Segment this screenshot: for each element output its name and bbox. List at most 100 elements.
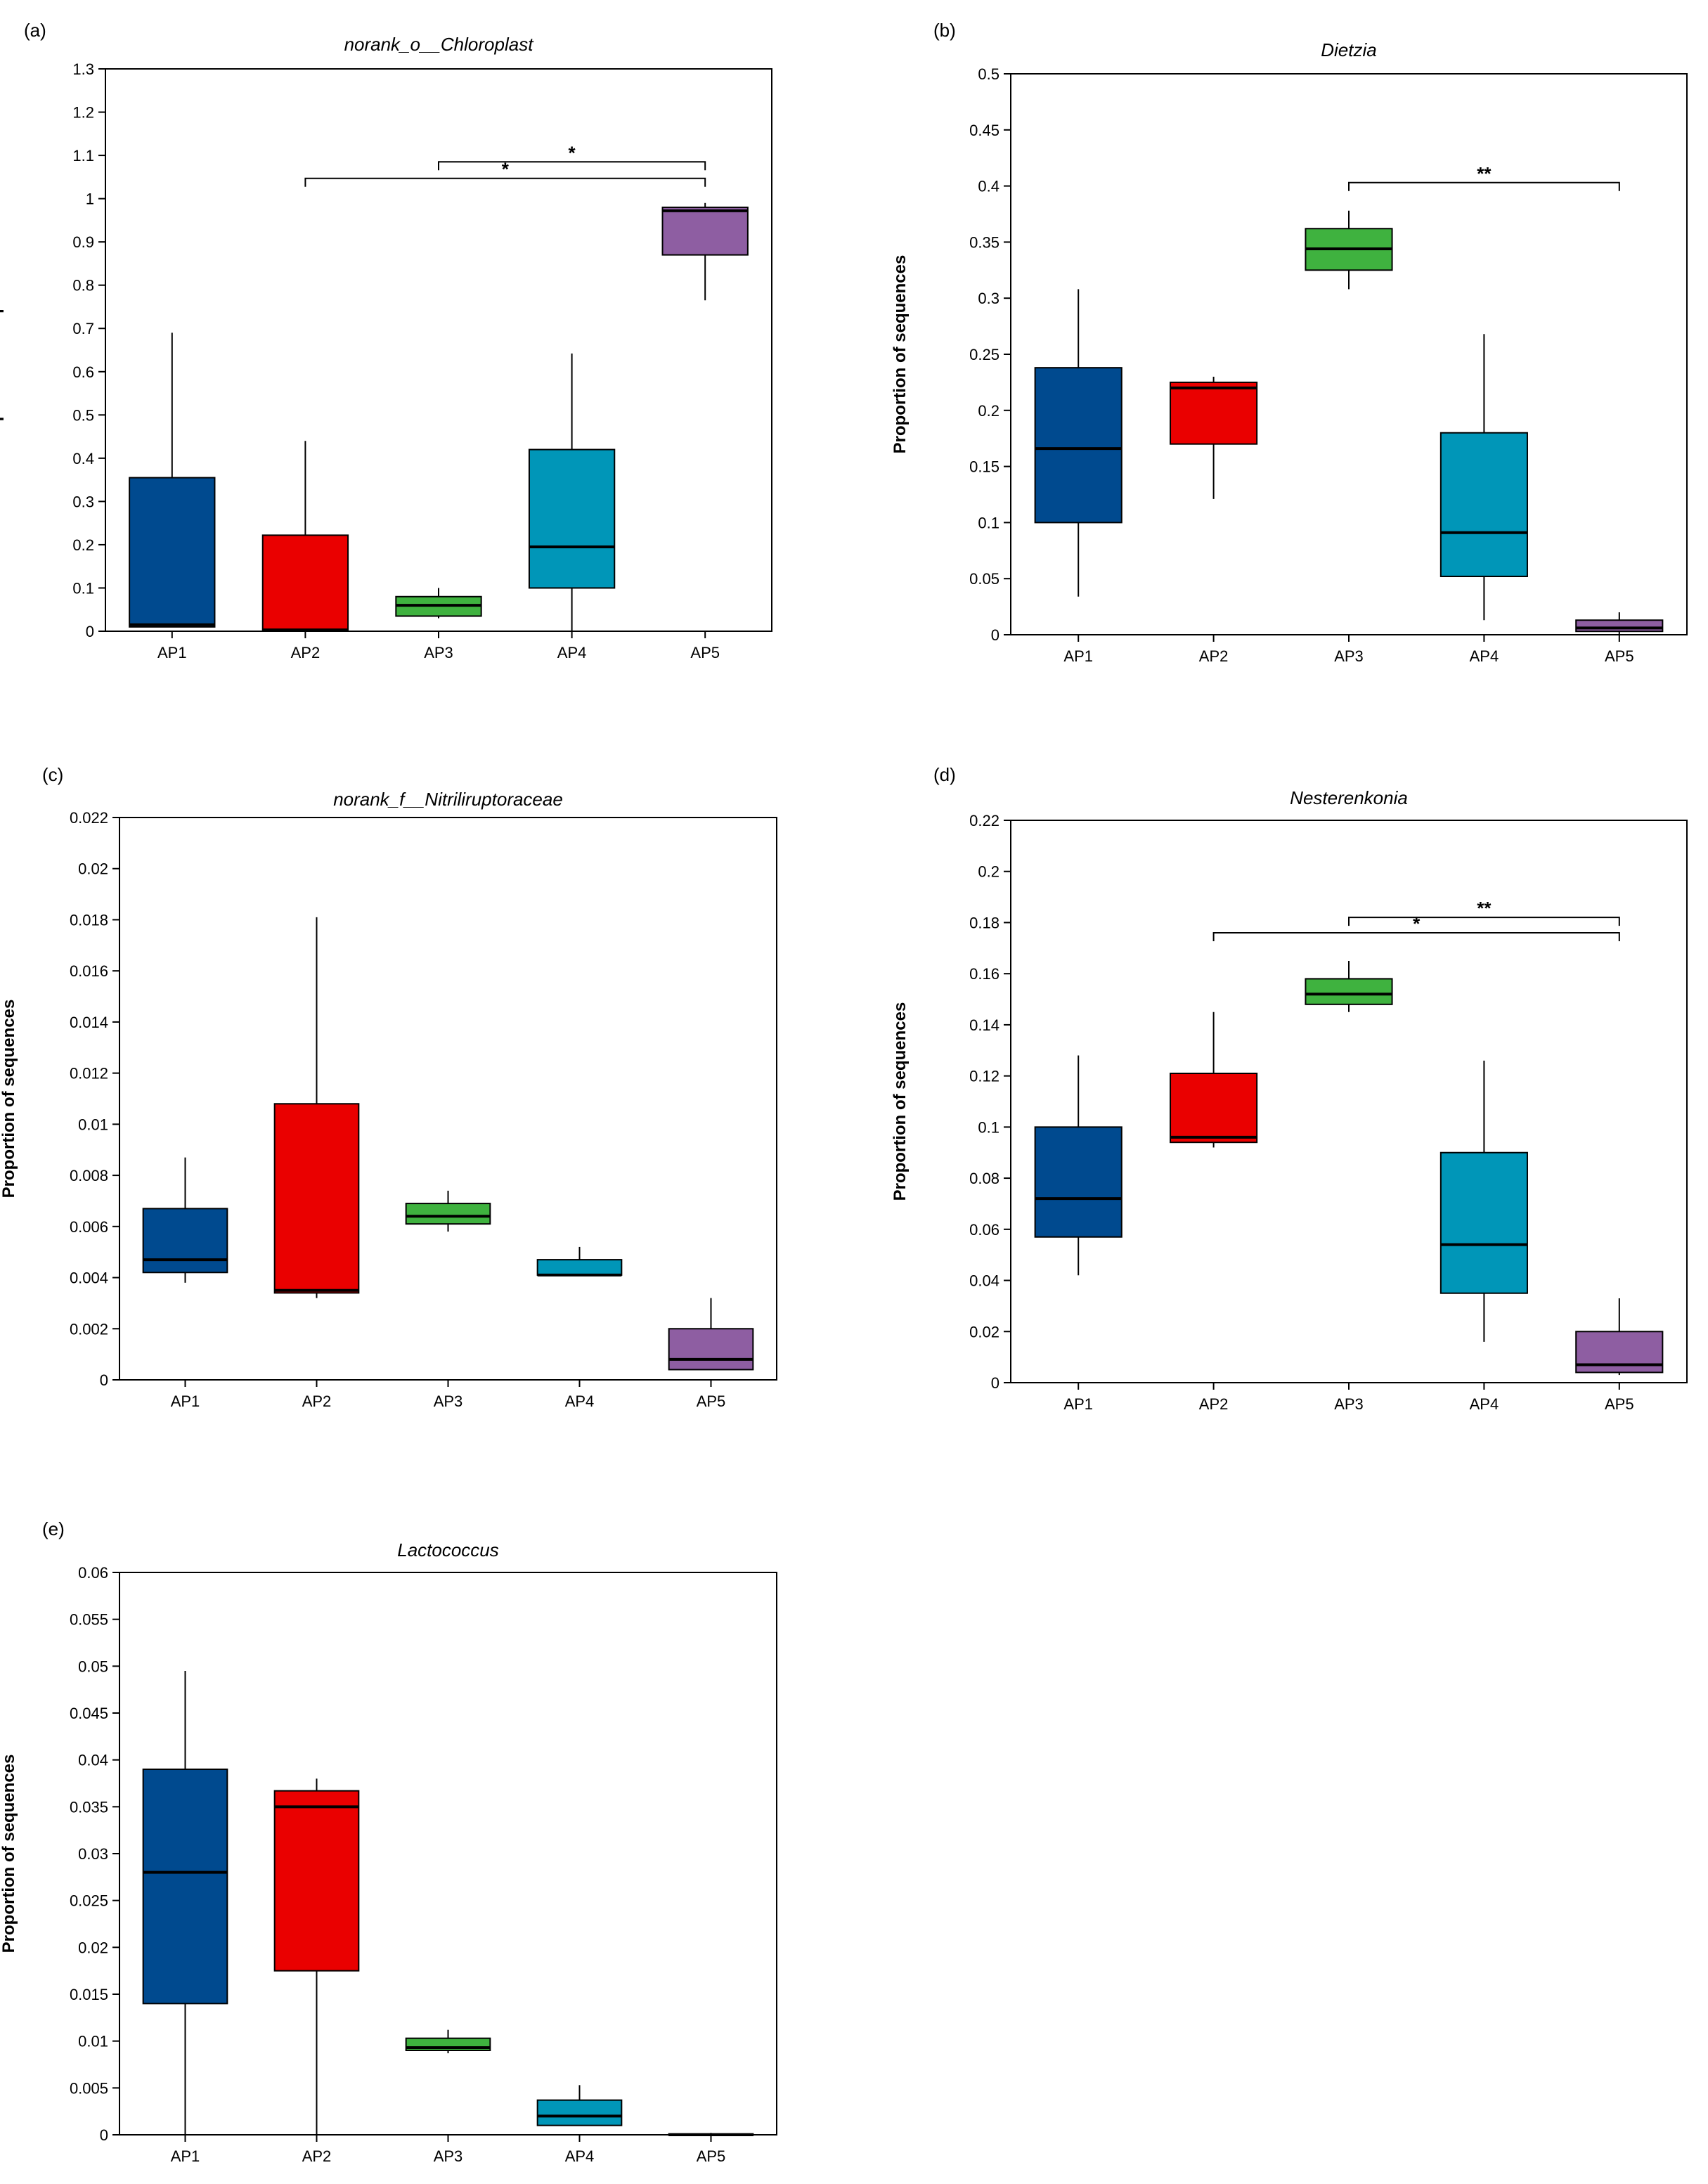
x-tick-label: AP1: [157, 644, 187, 661]
y-tick-label: 0: [991, 1374, 999, 1392]
box-body[interactable]: [536, 1259, 623, 1276]
y-tick-label: 0.45: [969, 122, 999, 139]
bracket-line: [1348, 917, 1620, 926]
box-ap5[interactable]: [1575, 612, 1664, 635]
box-body[interactable]: [1305, 978, 1393, 1005]
x-tick-label: AP4: [1470, 1395, 1499, 1413]
box-ap4[interactable]: [536, 2085, 623, 2126]
box-ap3[interactable]: [1305, 210, 1393, 290]
chart-panel-1: (a) norank_o__Chloroplast Proportion of se…: [0, 20, 772, 661]
chart-title: Nesterenkonia: [1290, 787, 1408, 808]
x-tick-label: AP5: [697, 2147, 726, 2165]
panel-letter: (c): [42, 764, 63, 785]
box-body[interactable]: [1170, 381, 1258, 445]
box-body[interactable]: [536, 2099, 623, 2126]
y-tick-label: 0.012: [70, 1065, 108, 1083]
bracket-line: [1212, 932, 1620, 941]
box-ap4[interactable]: [1439, 334, 1528, 621]
box-ap4[interactable]: [1439, 1060, 1528, 1342]
box-body[interactable]: [668, 1328, 754, 1371]
y-tick-label: 0.04: [78, 1752, 108, 1769]
y-tick-label: 0.2: [72, 536, 94, 554]
box-body[interactable]: [142, 1208, 228, 1274]
box-ap3[interactable]: [1305, 961, 1393, 1012]
box-ap1[interactable]: [142, 1671, 228, 2135]
x-tick-label: AP1: [171, 2147, 200, 2165]
y-tick-label: 0.2: [978, 863, 999, 881]
plot-frame: [1010, 820, 1688, 1383]
box-ap2[interactable]: [261, 441, 349, 633]
box-body[interactable]: [142, 1769, 228, 2005]
y-tick-label: 0.01: [78, 2033, 108, 2050]
significance-bracket: *: [438, 142, 706, 171]
significance-label: *: [502, 159, 510, 180]
box-body[interactable]: [528, 448, 616, 589]
x-tick-label: AP5: [697, 1393, 726, 1410]
y-tick-label: 0.02: [78, 860, 108, 878]
x-tick-label: AP4: [565, 2147, 595, 2165]
box-ap3[interactable]: [405, 2029, 491, 2053]
box-ap4[interactable]: [528, 353, 616, 631]
significance-label: *: [1413, 913, 1421, 934]
box-ap1[interactable]: [142, 1157, 228, 1283]
x-tick-label: AP3: [1334, 647, 1364, 665]
box-ap2[interactable]: [1170, 376, 1258, 499]
y-tick-label: 0: [100, 1371, 108, 1389]
box-ap2[interactable]: [273, 917, 360, 1298]
y-tick-label: 0.1: [978, 514, 999, 531]
box-body[interactable]: [661, 206, 749, 256]
y-tick-label: 0.3: [72, 493, 94, 510]
y-tick-label: 0.014: [70, 1014, 108, 1031]
y-tick-label: 0.005: [70, 2079, 108, 2097]
box-body[interactable]: [129, 477, 216, 628]
box-body[interactable]: [1575, 1331, 1664, 1374]
box-ap5[interactable]: [1575, 1298, 1664, 1376]
box-body[interactable]: [405, 1203, 491, 1225]
box-body[interactable]: [1439, 1151, 1528, 1294]
y-tick-label: 0.05: [969, 570, 999, 588]
x-tick-label: AP2: [302, 1393, 332, 1410]
box-body[interactable]: [273, 1103, 360, 1294]
box-ap1[interactable]: [1034, 289, 1123, 597]
box-body[interactable]: [261, 534, 349, 633]
y-tick-label: 0.16: [969, 965, 999, 983]
box-ap5[interactable]: [661, 202, 749, 301]
plot-frame: [1010, 73, 1688, 635]
box-ap2[interactable]: [1170, 1012, 1258, 1148]
x-tick-label: AP5: [1605, 647, 1634, 665]
x-tick-label: AP2: [302, 2147, 332, 2165]
y-axis-label: Proportion of sequences: [0, 1755, 18, 1953]
y-tick-label: 0.018: [70, 911, 108, 929]
box-ap4[interactable]: [536, 1246, 623, 1277]
box-body[interactable]: [1170, 1073, 1258, 1144]
box-ap5[interactable]: [668, 1298, 754, 1371]
significance-bracket: *: [304, 159, 706, 187]
y-tick-label: 0.02: [969, 1323, 999, 1340]
box-ap1[interactable]: [1034, 1055, 1123, 1276]
chart-panel-2: (b) Dietzia Proportion of sequences 0 0.05 0.…: [891, 20, 1688, 665]
y-tick-label: 0.35: [969, 233, 999, 251]
y-tick-label: 0: [86, 623, 94, 640]
bracket-line: [438, 161, 706, 171]
x-tick-label: AP3: [1334, 1395, 1364, 1413]
box-ap1[interactable]: [129, 332, 216, 628]
box-ap3[interactable]: [405, 1190, 491, 1232]
box-ap3[interactable]: [395, 588, 482, 619]
box-body[interactable]: [1439, 432, 1528, 578]
y-tick-label: 0.18: [969, 914, 999, 931]
box-body[interactable]: [273, 1790, 360, 1972]
box-body[interactable]: [1034, 1126, 1123, 1238]
x-tick-label: AP1: [1063, 647, 1093, 665]
bracket-line: [1348, 181, 1620, 191]
y-tick-label: 1.1: [72, 147, 94, 164]
box-body[interactable]: [1575, 619, 1664, 633]
box-ap2[interactable]: [273, 1778, 360, 2135]
box-body[interactable]: [1034, 367, 1123, 524]
x-tick-label: AP2: [1199, 647, 1229, 665]
y-tick-label: 0.05: [78, 1658, 108, 1675]
plot-frame: [119, 817, 777, 1381]
y-tick-label: 0.008: [70, 1167, 108, 1184]
y-tick-label: 0.022: [70, 809, 108, 827]
chart-panel-4: (d) Nesterenkonia Proportion of sequences 0…: [891, 764, 1688, 1413]
